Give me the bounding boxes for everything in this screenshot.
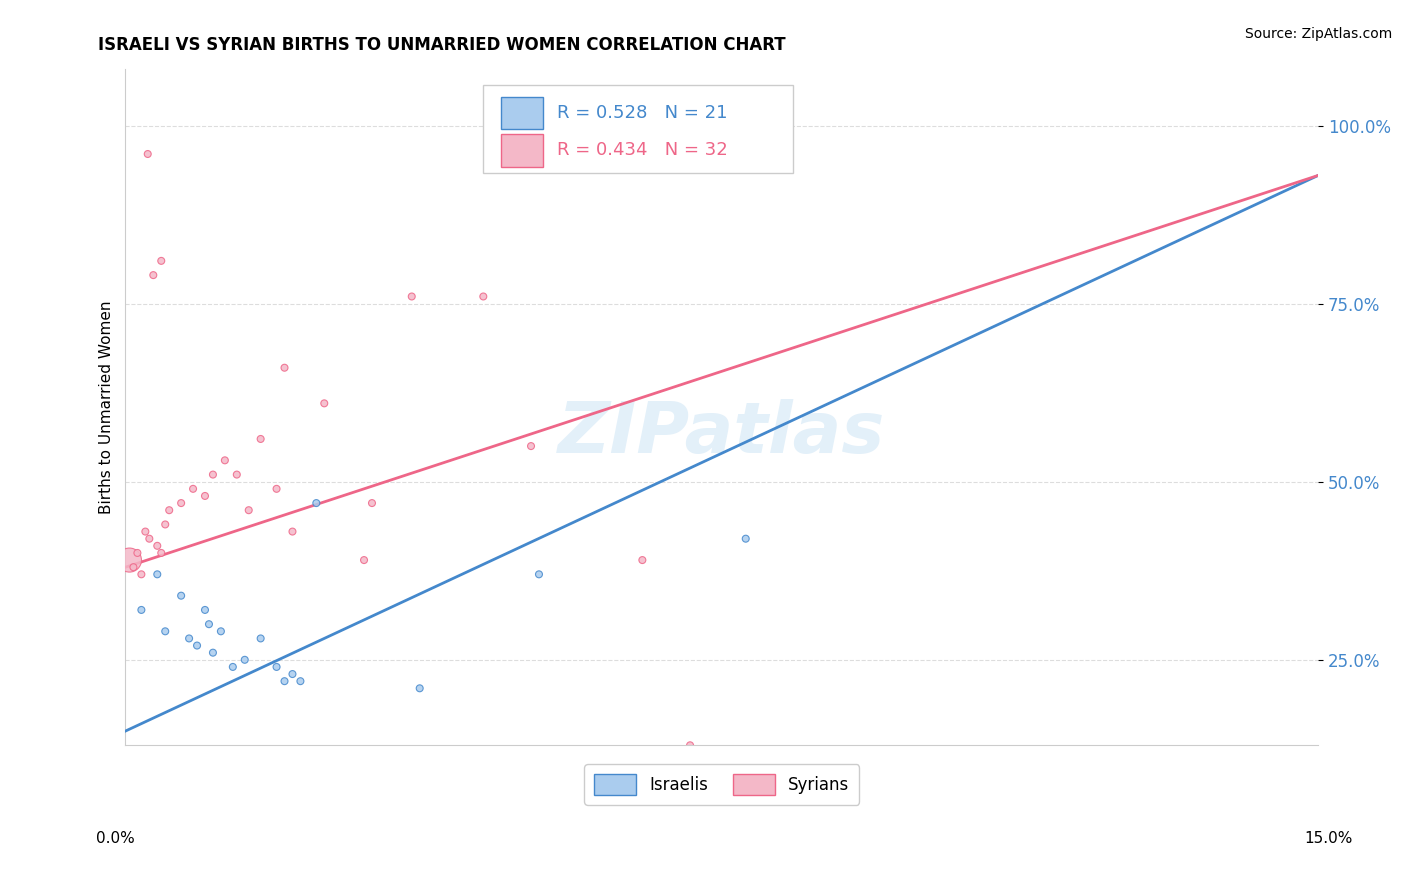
Point: [194, 603, 217, 617]
Text: Source: ZipAtlas.com: Source: ZipAtlas.com: [1244, 27, 1392, 41]
Point: [266, 482, 288, 496]
Point: [177, 632, 200, 646]
Text: R = 0.528   N = 21: R = 0.528 N = 21: [557, 104, 728, 122]
Point: [142, 268, 165, 282]
Text: R = 0.434   N = 32: R = 0.434 N = 32: [557, 142, 728, 160]
Point: [249, 632, 271, 646]
Point: [281, 524, 304, 539]
Point: [273, 674, 295, 689]
Point: [136, 147, 159, 161]
Point: [314, 396, 336, 410]
Point: [679, 739, 702, 753]
Point: [209, 624, 232, 639]
Text: 0.0%: 0.0%: [96, 831, 135, 846]
Point: [520, 439, 543, 453]
Point: [273, 360, 295, 375]
Point: [150, 253, 173, 268]
FancyBboxPatch shape: [501, 97, 543, 129]
Point: [131, 567, 153, 582]
Point: [201, 467, 224, 482]
Point: [155, 624, 177, 639]
FancyBboxPatch shape: [484, 86, 793, 173]
Point: [155, 517, 177, 532]
Text: 15.0%: 15.0%: [1305, 831, 1353, 846]
FancyBboxPatch shape: [501, 134, 543, 167]
Point: [266, 660, 288, 674]
Point: [290, 674, 312, 689]
Point: [401, 289, 423, 303]
Point: [194, 489, 217, 503]
Point: [170, 589, 193, 603]
Point: [281, 667, 304, 681]
Point: [214, 453, 236, 467]
Point: [631, 553, 654, 567]
Point: [222, 660, 245, 674]
Point: [181, 482, 204, 496]
Point: [150, 546, 173, 560]
Text: ISRAELI VS SYRIAN BIRTHS TO UNMARRIED WOMEN CORRELATION CHART: ISRAELI VS SYRIAN BIRTHS TO UNMARRIED WO…: [98, 36, 786, 54]
Point: [138, 532, 160, 546]
Point: [198, 617, 221, 632]
Point: [118, 553, 141, 567]
Point: [122, 560, 145, 574]
Point: [409, 681, 432, 696]
Point: [146, 539, 169, 553]
Point: [201, 646, 224, 660]
Point: [157, 503, 180, 517]
Point: [170, 496, 193, 510]
Point: [527, 567, 550, 582]
Point: [131, 603, 153, 617]
Point: [127, 546, 149, 560]
Point: [186, 639, 208, 653]
Point: [361, 496, 384, 510]
Point: [305, 496, 328, 510]
Point: [134, 524, 156, 539]
Point: [353, 553, 375, 567]
Point: [225, 467, 247, 482]
Point: [238, 503, 260, 517]
Point: [146, 567, 169, 582]
Y-axis label: Births to Unmarried Women: Births to Unmarried Women: [100, 300, 114, 514]
Point: [472, 289, 495, 303]
Point: [233, 653, 256, 667]
Text: ZIPatlas: ZIPatlas: [558, 400, 886, 468]
Point: [734, 532, 756, 546]
Point: [249, 432, 271, 446]
Legend: Israelis, Syrians: Israelis, Syrians: [585, 764, 859, 805]
